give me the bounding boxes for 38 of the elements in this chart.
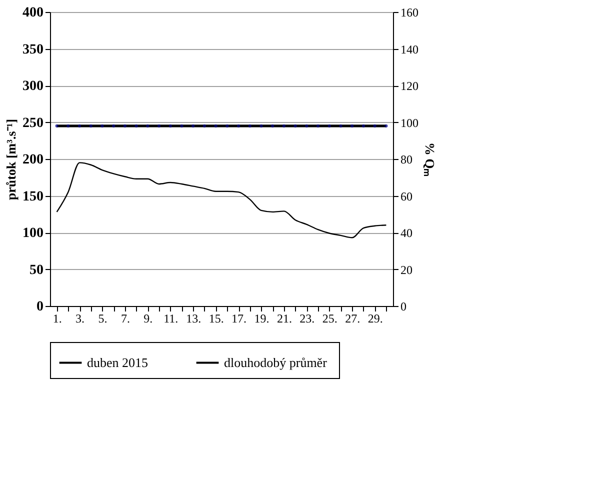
x-tick-label: 1. [52, 312, 62, 326]
y2-tick-label: 60 [400, 189, 412, 204]
y-tick-label: 50 [30, 262, 44, 278]
y2-tick-label: 160 [400, 6, 418, 20]
x-tick-label: 17. [232, 312, 247, 326]
y2-tick-label: 20 [400, 262, 412, 277]
y-tick-label: 0 [36, 300, 44, 314]
legend-label: duben 2015 [87, 354, 148, 370]
y-tick-label: 350 [22, 42, 44, 58]
x-tick-label: 15. [208, 312, 224, 326]
y2-axis-title: % Qₘ [422, 142, 438, 177]
y-axis-title: průtok [m³.s⁻¹] [4, 118, 18, 200]
y2-tick-label: 80 [400, 152, 412, 166]
x-tick-label: 21. [276, 312, 292, 326]
x-tick-label: 5. [98, 312, 108, 326]
y2-tick-label: 100 [400, 116, 418, 130]
line-series [56, 162, 387, 238]
x-tick-label: 11. [164, 312, 178, 326]
y2-tick-label: 40 [400, 226, 412, 240]
y-tick-label: 300 [22, 79, 44, 94]
y-tick-label: 200 [22, 152, 44, 168]
x-tick-label: 23. [300, 312, 315, 326]
y2-tick-label: 0 [400, 300, 406, 314]
x-tick-label: 13. [186, 312, 202, 326]
y2-tick-label: 120 [400, 79, 418, 93]
x-tick-label: 9. [144, 312, 153, 326]
y2-tick-label: 140 [400, 42, 418, 56]
y-tick-label: 100 [22, 226, 44, 241]
x-tick-label: 7. [120, 312, 130, 326]
y-tick-label: 250 [22, 116, 44, 131]
legend-label: dlouhodobý průměr [224, 354, 328, 370]
y-tick-label: 150 [22, 189, 44, 204]
x-tick-label: 25. [322, 312, 338, 326]
x-tick-label: 19. [254, 312, 270, 326]
y-tick-label: 400 [22, 6, 44, 20]
x-tick-label: 27. [345, 312, 360, 326]
x-tick-label: 29. [368, 312, 383, 326]
x-tick-label: 3. [76, 312, 85, 326]
